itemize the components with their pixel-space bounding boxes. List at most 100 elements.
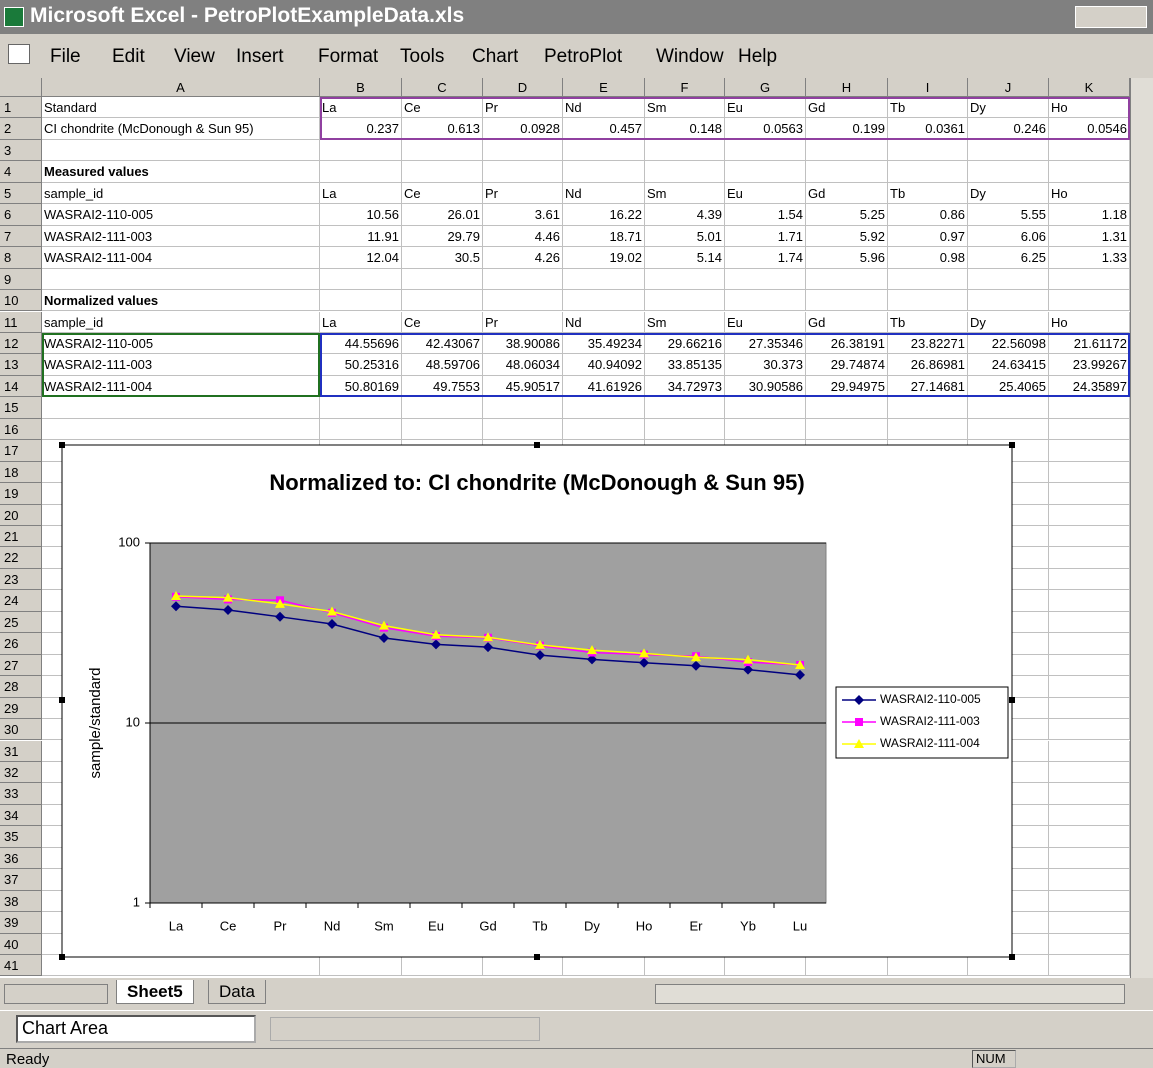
marker: [795, 669, 805, 680]
cell: WASRAI2-111-003: [42, 354, 320, 376]
cell: 29.74874: [806, 354, 888, 376]
cell: Measured values: [42, 161, 320, 183]
cell: [1049, 568, 1130, 591]
x-tick-label: Er: [690, 918, 704, 933]
cell: 1.74: [725, 247, 806, 269]
cell: Eu: [725, 97, 806, 119]
cell: 26.01: [402, 204, 483, 226]
menu-item[interactable]: Chart: [472, 46, 519, 67]
selection-handle: [534, 954, 540, 960]
sheet-tab[interactable]: Sheet5: [116, 980, 194, 1004]
cell: La: [320, 97, 402, 119]
cell: [320, 397, 402, 419]
cell: [806, 268, 888, 291]
marker: [639, 657, 649, 668]
marker: [691, 660, 701, 671]
tab-scroll-buttons[interactable]: [4, 984, 108, 1004]
row-header: 26: [0, 633, 42, 655]
menu-item[interactable]: Insert: [236, 46, 284, 67]
window-controls[interactable]: [1075, 6, 1147, 28]
toolbar-buttons[interactable]: [270, 1017, 540, 1041]
cell: 0.98: [888, 247, 968, 269]
column-header: D: [483, 78, 563, 97]
selection-handle: [59, 697, 65, 703]
cell: [563, 397, 645, 419]
cell: [1049, 504, 1130, 526]
menu-item[interactable]: Window: [656, 46, 724, 67]
y-tick-label: 10: [126, 714, 140, 729]
cell: [320, 955, 402, 977]
row-header: 41: [0, 955, 42, 977]
cell: [968, 290, 1049, 312]
row-header: 15: [0, 397, 42, 419]
row-header: 14: [0, 375, 42, 398]
cell: [1049, 761, 1130, 784]
row-header: 3: [0, 139, 42, 162]
document-icon: [8, 44, 30, 64]
cell: 0.97: [888, 225, 968, 248]
vertical-scrollbar[interactable]: [1130, 78, 1153, 978]
row-header: 11: [0, 311, 42, 333]
cell: 11.91: [320, 225, 402, 248]
cell: [1049, 826, 1130, 848]
row-header: 24: [0, 590, 42, 612]
cell: [645, 268, 725, 291]
marker: [379, 620, 389, 630]
cell: [725, 955, 806, 977]
marker: [171, 590, 181, 600]
cell: [806, 418, 888, 441]
marker: [275, 611, 285, 622]
cell: 30.5: [402, 247, 483, 269]
row-header: 5: [0, 182, 42, 205]
cell: [645, 397, 725, 419]
cell: [1049, 890, 1130, 913]
y-tick-label: 1: [133, 894, 140, 909]
menu-item[interactable]: File: [50, 46, 81, 67]
cell: Standard: [42, 97, 320, 119]
row-header: 28: [0, 676, 42, 698]
cell: [1049, 740, 1130, 762]
cell: 23.99267: [1049, 354, 1130, 376]
cell: [888, 139, 968, 162]
cell: [725, 397, 806, 419]
cell: [725, 290, 806, 312]
cell: [320, 268, 402, 291]
row-header: 6: [0, 204, 42, 226]
cell: [1049, 547, 1130, 569]
menu-item[interactable]: Tools: [400, 46, 445, 67]
cell: [1049, 526, 1130, 548]
menu-bar: File Edit View Insert Format Tools Chart PetroP…: [0, 34, 1153, 74]
row-header: 37: [0, 869, 42, 891]
cell: [645, 161, 725, 183]
sheet-tab[interactable]: Data: [208, 980, 266, 1004]
menu-item[interactable]: Edit: [112, 46, 145, 67]
column-header: J: [968, 78, 1049, 97]
horizontal-scrollbar[interactable]: [655, 984, 1125, 1004]
cell: [483, 397, 563, 419]
row-header: 19: [0, 483, 42, 505]
cell: 29.79: [402, 225, 483, 248]
menu-item[interactable]: Format: [318, 46, 379, 67]
cell: 26.38191: [806, 332, 888, 355]
cell: [888, 161, 968, 183]
x-tick-label: Pr: [274, 918, 288, 933]
cell: [483, 161, 563, 183]
x-tick-label: Ce: [220, 918, 237, 933]
cell: Gd: [806, 182, 888, 205]
cell: [402, 139, 483, 162]
cell: Tb: [888, 97, 968, 119]
menu-item[interactable]: View: [174, 46, 215, 67]
x-tick-label: Tb: [532, 918, 547, 933]
cell: [320, 139, 402, 162]
row-header: 16: [0, 418, 42, 441]
row-header: 29: [0, 697, 42, 720]
cell: 48.06034: [483, 354, 563, 376]
menu-item[interactable]: PetroPlot: [544, 46, 623, 67]
cell: [806, 290, 888, 312]
cell: 30.90586: [725, 375, 806, 398]
cell: [806, 397, 888, 419]
cell: [1049, 933, 1130, 955]
name-box[interactable]: Chart Area: [16, 1015, 256, 1043]
menu-item[interactable]: Help: [738, 46, 778, 67]
cell: 12.04: [320, 247, 402, 269]
